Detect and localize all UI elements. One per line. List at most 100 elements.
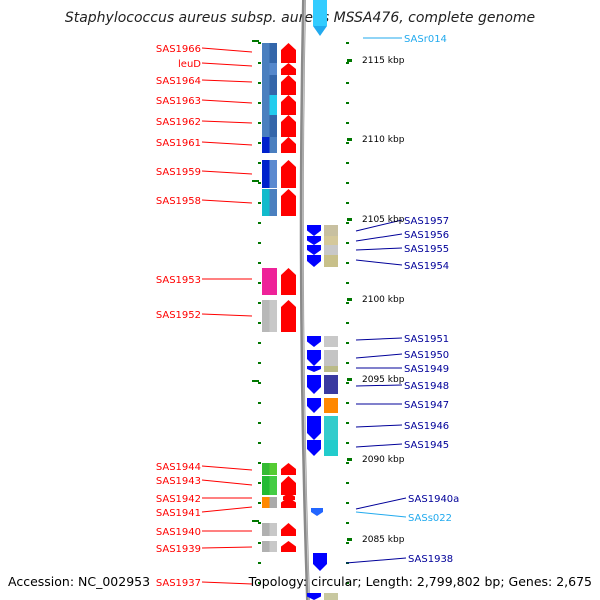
right-tick — [346, 182, 349, 184]
right-leader-line — [355, 424, 403, 428]
right-gene-label: SASr014 — [404, 34, 447, 45]
major-tick — [347, 458, 352, 461]
right-gene-label: SASs022 — [408, 513, 452, 524]
gene-labels: SAS1966 leuD SAS1964 SAS1963 SAS1962 SAS1961 S… — [156, 34, 459, 589]
left-gene-box — [269, 268, 277, 295]
left-tick — [258, 382, 261, 384]
left-gene-label: SAS1952 — [156, 310, 201, 321]
right-leader-line — [355, 247, 403, 251]
left-major-tick — [252, 520, 259, 522]
left-gene-box — [262, 541, 270, 552]
left-gene-box — [262, 189, 270, 216]
reverse-gene-arrow — [307, 398, 321, 413]
forward-gene-arrow — [281, 43, 296, 63]
label-leaders — [201, 37, 407, 585]
right-gene-label: SAS1955 — [404, 244, 449, 255]
right-tick — [346, 262, 349, 264]
right-leader-line — [355, 219, 403, 232]
right-tick — [346, 462, 349, 464]
left-gene-label: SAS1964 — [156, 76, 201, 87]
left-tick — [258, 62, 261, 64]
left-gene-box — [269, 189, 277, 216]
left-leader-line — [201, 506, 253, 513]
right-gene-box — [324, 593, 338, 600]
right-leader-line — [355, 337, 403, 341]
left-gene-box — [262, 300, 270, 332]
left-tick — [258, 142, 261, 144]
reverse-gene-arrow — [307, 416, 321, 440]
left-tick — [258, 402, 261, 404]
left-leader-line — [201, 170, 253, 175]
left-leader-line — [201, 47, 253, 53]
scale-ticks — [252, 40, 352, 584]
left-gene-box — [262, 523, 270, 536]
left-leader-line — [201, 141, 253, 146]
major-tick — [347, 538, 352, 541]
reverse-gene-arrow — [307, 350, 321, 366]
left-leader-line — [201, 546, 253, 549]
left-tick — [258, 502, 261, 504]
accession-text: Accession: NC_002953 — [8, 574, 151, 589]
left-gene-box — [269, 476, 277, 495]
right-leader-line — [345, 557, 407, 564]
forward-gene-arrow — [283, 500, 295, 508]
right-tick — [346, 342, 349, 344]
scale-label: 2095 kbp — [362, 375, 405, 385]
topology-text: Topology: circular; Length: 2,799,802 bp… — [248, 574, 592, 589]
left-leader-line — [201, 99, 253, 104]
left-gene-box — [262, 63, 270, 75]
left-major-tick — [252, 180, 259, 182]
right-gene-box — [324, 366, 338, 372]
right-gene-box — [324, 336, 338, 347]
reverse-gene-arrow — [307, 236, 321, 245]
left-gene-box — [262, 115, 270, 137]
right-tick — [346, 382, 349, 384]
left-leader-line — [201, 313, 253, 317]
left-leader-line — [201, 465, 253, 471]
right-tick — [346, 282, 349, 284]
right-gene-label: SAS1946 — [404, 421, 449, 432]
backbone-line — [299, 0, 310, 600]
left-gene-label: SAS1953 — [156, 275, 201, 286]
left-gene-box — [269, 497, 277, 508]
right-tick — [346, 582, 349, 584]
left-gene-box — [269, 75, 277, 95]
reverse-gene-arrow — [307, 336, 321, 347]
right-gene-label: SAS1949 — [404, 364, 449, 375]
rna-feature — [313, 0, 327, 26]
right-gene-label: SAS1956 — [404, 230, 449, 241]
left-tick — [258, 262, 261, 264]
left-tick — [258, 182, 261, 184]
left-tick — [258, 102, 261, 104]
left-gene-box — [262, 497, 270, 508]
forward-gene-arrow — [283, 493, 295, 500]
right-leader-line — [355, 443, 403, 448]
left-gene-label: leuD — [178, 59, 201, 70]
reverse-gene-arrow — [307, 255, 321, 267]
left-tick — [258, 242, 261, 244]
left-gene-label: SAS1941 — [156, 508, 201, 519]
right-gene-label: SAS1954 — [404, 261, 449, 272]
left-gene-label: SAS1962 — [156, 117, 201, 128]
left-gene-box — [269, 63, 277, 75]
genome-title: Staphylococcus aureus subsp. aureus MSSA… — [64, 10, 536, 26]
left-gene-box — [262, 43, 270, 63]
scale-label: 2090 kbp — [362, 455, 405, 465]
right-tick — [346, 82, 349, 84]
right-leader-line — [355, 233, 403, 242]
backbone-highlight — [302, 0, 310, 600]
left-tick — [258, 482, 261, 484]
scale-label: 2100 kbp — [362, 295, 405, 305]
forward-gene-arrow — [281, 463, 296, 475]
left-gene-label: SAS1940 — [156, 527, 201, 538]
left-tick — [258, 362, 261, 364]
left-tick — [258, 162, 261, 164]
reverse-gene-arrow — [307, 366, 321, 372]
left-gene-label: SAS1963 — [156, 96, 201, 107]
right-gene-label: SAS1938 — [408, 554, 453, 565]
forward-gene-arrow — [281, 476, 296, 495]
left-tick — [258, 522, 261, 524]
reverse-gene-arrow — [307, 440, 321, 456]
right-gene-box — [324, 225, 338, 236]
scale-label: 2085 kbp — [362, 535, 405, 545]
